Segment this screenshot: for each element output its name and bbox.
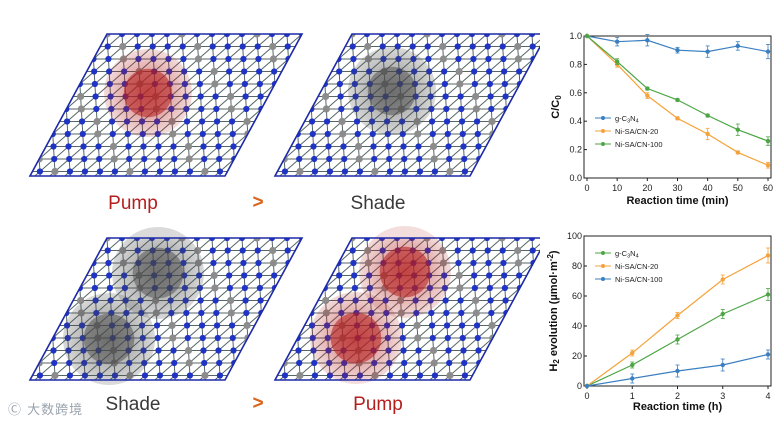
- data-point: [675, 48, 680, 53]
- plot-frame: [583, 235, 772, 387]
- y-tick-label: 100: [567, 231, 582, 241]
- x-axis-title: Reaction time (h): [633, 401, 723, 413]
- x-tick-label: 2: [675, 391, 680, 401]
- y-tick-label: 60: [572, 291, 582, 301]
- data-point: [645, 93, 650, 98]
- legend-label-ni-sa-cn-100: Ni-SA/CN-100: [615, 275, 663, 284]
- legend-entry-ni-sa-cn-20: Ni-SA/CN-20: [595, 262, 658, 271]
- y-tick-label: 40: [572, 321, 582, 331]
- data-point: [630, 376, 635, 381]
- data-point: [765, 138, 771, 144]
- legend-label-g-c3n4: g-C3N4: [615, 249, 639, 260]
- data-point: [720, 362, 725, 368]
- y-tick-label: 0.2: [569, 145, 582, 155]
- lattice-panel-top-right: [273, 33, 540, 177]
- series-2: [584, 349, 771, 389]
- data-point: [645, 86, 650, 91]
- data-point: [675, 337, 680, 342]
- y-axis-title: H2 evolution (µmol·m-2): [546, 250, 561, 372]
- legend-label-g-c3n4: g-C3N4: [615, 114, 639, 125]
- data-point: [765, 163, 771, 168]
- data-point: [735, 43, 741, 49]
- series-0: [584, 288, 771, 389]
- legend-entry-g-c3n4: g-C3N4: [595, 249, 639, 260]
- y-tick-label: 20: [572, 351, 582, 361]
- data-point: [705, 113, 710, 118]
- data-point: [720, 277, 725, 282]
- data-point: [675, 313, 680, 318]
- x-tick-label: 1: [630, 391, 635, 401]
- legend-entry-ni-sa-cn-100: Ni-SA/CN-100: [595, 140, 663, 149]
- legend: g-C3N4 Ni-SA/CN-20 Ni-SA/CN-100: [595, 114, 663, 149]
- legend-label-ni-sa-cn-20: Ni-SA/CN-20: [615, 262, 658, 271]
- legend: g-C3N4 Ni-SA/CN-20 Ni-SA/CN-100: [595, 249, 663, 284]
- data-point: [765, 292, 771, 297]
- x-tick-label: 20: [642, 183, 652, 193]
- y-axis-title: C/C0: [550, 95, 563, 119]
- y-tick-label: 0.6: [569, 88, 582, 98]
- data-point: [675, 97, 680, 103]
- x-axis-title: Reaction time (min): [626, 195, 728, 207]
- legend-entry-ni-sa-cn-20: Ni-SA/CN-20: [595, 127, 658, 136]
- data-point: [614, 59, 620, 64]
- data-point: [765, 49, 771, 54]
- x-tick-label: 4: [765, 391, 770, 401]
- x-tick-label: 30: [672, 183, 682, 193]
- y-tick-label: 0.4: [569, 116, 582, 126]
- legend-label-ni-sa-cn-20: Ni-SA/CN-20: [615, 127, 658, 136]
- legend-label-ni-sa-cn-100: Ni-SA/CN-100: [615, 140, 663, 149]
- greater-than-symbol-top: >: [252, 192, 263, 213]
- legend-entry-g-c3n4: g-C3N4: [595, 114, 639, 125]
- x-tick-label: 40: [703, 183, 713, 193]
- lattice-illustration: Pump > Shade Shade > Pump: [28, 33, 540, 415]
- pump-label-top: Pump: [108, 193, 158, 214]
- lattice-panel-top-left: [28, 33, 304, 177]
- data-point: [584, 383, 590, 389]
- data-point: [765, 253, 771, 258]
- data-point: [675, 368, 680, 374]
- data-point: [765, 352, 771, 357]
- data-point: [630, 350, 635, 356]
- x-tick-label: 10: [612, 183, 622, 193]
- series-2: [584, 33, 771, 146]
- data-point: [630, 362, 635, 368]
- data-point: [645, 38, 650, 43]
- y-tick-label: 80: [572, 261, 582, 271]
- data-point: [705, 49, 710, 54]
- lattice-panel-bottom-left: [28, 227, 304, 385]
- watermark: Ⓒ 大数跨境: [8, 403, 84, 418]
- data-point: [675, 116, 680, 121]
- y-tick-label: 0.8: [569, 59, 582, 69]
- series-0: [584, 33, 771, 60]
- data-point: [720, 311, 725, 317]
- data-point: [735, 127, 741, 132]
- shade-label-bottom: Shade: [106, 394, 161, 415]
- x-tick-label: 0: [584, 183, 589, 193]
- x-tick-label: 0: [584, 391, 589, 401]
- x-tick-label: 3: [720, 391, 725, 401]
- y-tick-label: 0: [577, 381, 582, 391]
- data-point: [735, 150, 741, 155]
- y-tick-label: 0.0: [569, 173, 582, 183]
- shade-label-top: Shade: [351, 193, 406, 214]
- greater-than-symbol-bottom: >: [252, 393, 263, 414]
- x-tick-label: 60: [763, 183, 773, 193]
- data-point: [614, 39, 620, 44]
- data-point: [705, 131, 710, 137]
- degradation-chart: 0 10 20 30 40 50 60 0.0 0.2 0.4 0.6 0.8 1.0 Reaction…: [550, 31, 773, 207]
- x-tick-label: 50: [733, 183, 743, 193]
- pump-label-bottom: Pump: [353, 394, 403, 415]
- y-tick-label: 1.0: [569, 31, 582, 41]
- data-point: [584, 33, 590, 39]
- legend-entry-ni-sa-cn-100: Ni-SA/CN-100: [595, 275, 663, 284]
